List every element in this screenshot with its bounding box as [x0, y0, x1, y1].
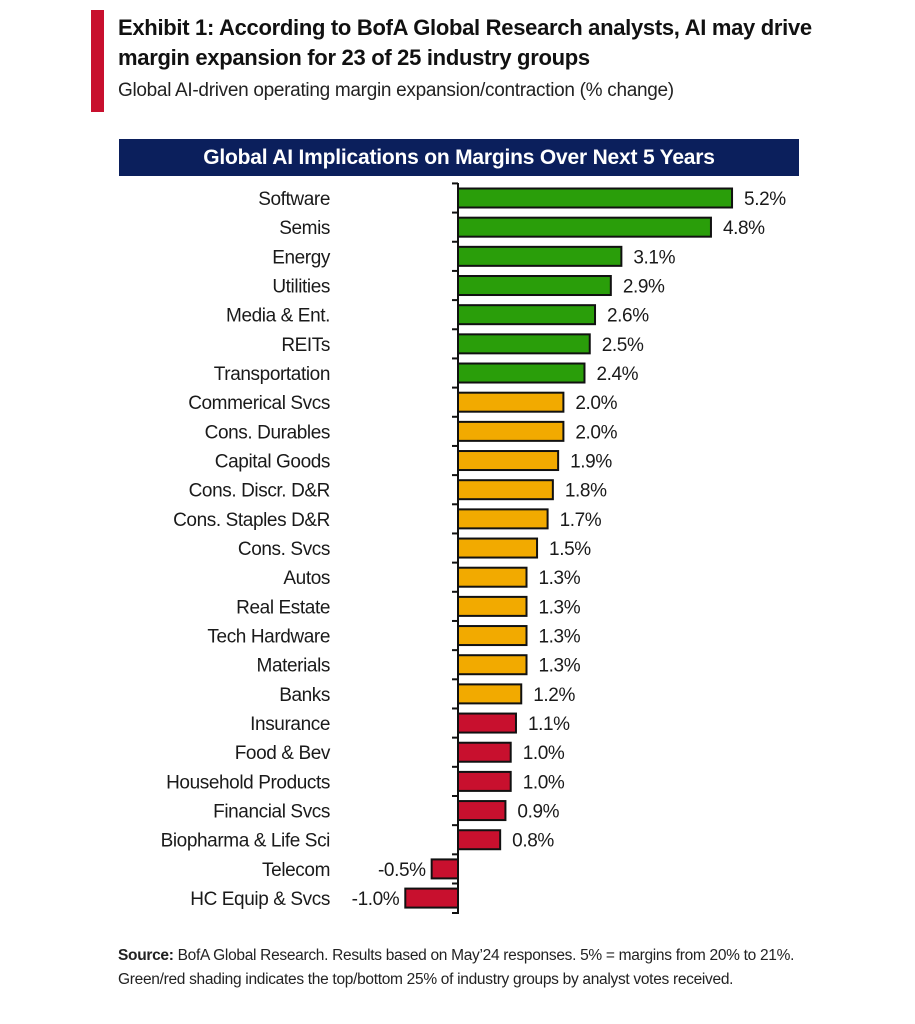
data-label: 2.5%	[602, 335, 644, 356]
bar-reits	[457, 333, 591, 355]
data-label: 2.6%	[607, 306, 649, 327]
data-label: 0.9%	[517, 802, 559, 823]
bar-biopharma-life-sci	[457, 829, 502, 851]
category-label: Banks	[279, 685, 330, 706]
bar-media-ent-	[457, 304, 597, 326]
data-label: 1.0%	[523, 743, 565, 764]
bar-autos	[457, 566, 528, 588]
category-label: Autos	[283, 568, 330, 589]
category-label: Real Estate	[236, 597, 330, 618]
category-label: Household Products	[166, 772, 330, 793]
bar-software	[457, 187, 734, 209]
data-label: 3.1%	[633, 247, 675, 268]
data-label: 1.8%	[565, 481, 607, 502]
data-label: 2.0%	[575, 422, 617, 443]
bar-materials	[457, 654, 528, 676]
category-label: Media & Ent.	[226, 306, 330, 327]
bar-cons-staples-d-r	[457, 508, 549, 530]
data-label: 1.3%	[539, 597, 581, 618]
bar-capital-goods	[457, 450, 560, 472]
category-label: Energy	[272, 247, 331, 268]
bar-telecom	[430, 858, 459, 880]
category-label: Transportation	[214, 364, 330, 385]
bar-commerical-svcs	[457, 391, 565, 413]
bar-energy	[457, 245, 623, 267]
exhibit-subtitle: Global AI-driven operating margin expans…	[118, 80, 674, 101]
data-label: 2.0%	[575, 393, 617, 414]
category-label: Insurance	[250, 714, 330, 735]
source-label: Source:	[118, 947, 174, 964]
data-label: 1.3%	[539, 627, 581, 648]
data-label: 1.0%	[523, 772, 565, 793]
category-label: Cons. Discr. D&R	[189, 481, 330, 502]
exhibit-title: Exhibit 1: According to BofA Global Rese…	[118, 15, 812, 70]
title-accent-bar	[91, 10, 104, 112]
category-label: Food & Bev	[235, 743, 331, 764]
bar-utilities	[457, 275, 612, 297]
bars-layer	[404, 187, 734, 909]
category-label: Capital Goods	[215, 452, 330, 473]
category-label: Utilities	[272, 277, 330, 298]
category-label: Cons. Durables	[205, 422, 330, 443]
data-label: 5.2%	[744, 189, 786, 210]
data-label: 1.9%	[570, 452, 612, 473]
data-label: 0.8%	[512, 831, 554, 852]
category-label: Cons. Svcs	[238, 539, 330, 560]
data-label: 1.7%	[560, 510, 602, 531]
bar-insurance	[457, 712, 517, 734]
category-label: REITs	[281, 335, 330, 356]
bar-financial-svcs	[457, 800, 507, 822]
bar-food-bev	[457, 741, 512, 763]
category-label: Tech Hardware	[207, 627, 330, 648]
data-label: 1.2%	[533, 685, 575, 706]
data-label: 4.8%	[723, 218, 765, 239]
category-label: Telecom	[262, 860, 330, 881]
bar-tech-hardware	[457, 625, 528, 647]
chart-title-banner: Global AI Implications on Margins Over N…	[119, 139, 799, 176]
data-label: -0.5%	[378, 860, 426, 881]
data-label: -1.0%	[352, 889, 400, 910]
data-label: 1.3%	[539, 656, 581, 677]
data-label: 1.1%	[528, 714, 570, 735]
category-label: Commerical Svcs	[188, 393, 330, 414]
bar-semis	[457, 216, 712, 238]
category-label: HC Equip & Svcs	[190, 889, 330, 910]
bar-hc-equip-svcs	[404, 887, 459, 909]
data-label: 2.4%	[596, 364, 638, 385]
category-label: Cons. Staples D&R	[173, 510, 330, 531]
category-label: Semis	[279, 218, 330, 239]
data-label: 1.3%	[539, 568, 581, 589]
category-label: Financial Svcs	[213, 802, 330, 823]
bar-household-products	[457, 770, 512, 792]
category-label: Materials	[257, 656, 330, 677]
bar-transportation	[457, 362, 586, 384]
bar-cons-svcs	[457, 537, 539, 559]
category-label: Software	[258, 189, 330, 210]
bar-real-estate	[457, 595, 528, 617]
category-label: Biopharma & Life Sci	[161, 831, 330, 852]
data-label: 2.9%	[623, 277, 665, 298]
bar-cons-discr-d-r	[457, 479, 554, 501]
data-label: 1.5%	[549, 539, 591, 560]
y-axis	[452, 182, 459, 914]
bar-cons-durables	[457, 420, 565, 442]
bar-banks	[457, 683, 523, 705]
source-text: BofA Global Research. Results based on M…	[118, 947, 795, 988]
source-note: Source: BofA Global Research. Results ba…	[118, 944, 818, 992]
labels-layer: Software 5.2% Semis 4.8% Energy 3.1% Utilities…	[161, 189, 787, 910]
